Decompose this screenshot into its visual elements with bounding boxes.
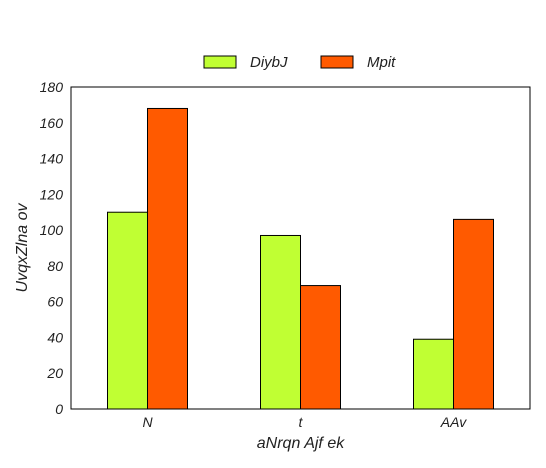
bar-DiybJ-AAv — [413, 338, 454, 410]
bar-DiybJ-N — [107, 211, 148, 410]
y-tick-label: 60 — [47, 294, 63, 310]
legend-swatch-Mpit — [320, 55, 354, 69]
bar-Mpit-N — [147, 107, 188, 410]
y-tick-label: 0 — [55, 401, 63, 417]
y-tick-label: 40 — [47, 329, 63, 345]
x-tick-label: N — [142, 414, 153, 430]
y-tick-label: 80 — [47, 258, 63, 274]
legend-label-DiybJ: DiybJ — [250, 54, 288, 71]
bar-Mpit-t — [300, 285, 341, 410]
plot-area — [70, 86, 531, 410]
legend-label-Mpit: Mpit — [367, 54, 396, 71]
bar-DiybJ-t — [260, 234, 301, 410]
bar-Mpit-AAv — [453, 218, 494, 410]
legend-swatch-DiybJ — [203, 55, 237, 69]
y-tick-label: 120 — [40, 186, 64, 202]
y-tick-label: 160 — [40, 115, 64, 131]
y-axis-ticks: 0 20 40 60 80 100 120 140 160 180 — [40, 79, 64, 417]
y-tick-label: 180 — [40, 79, 64, 95]
x-tick-label: AAv — [440, 414, 467, 430]
x-tick-label: t — [299, 414, 304, 430]
legend: DiybJ Mpit — [203, 54, 396, 71]
y-tick-label: 140 — [40, 151, 64, 167]
y-axis-label: UvqxZlna ov — [14, 203, 31, 293]
y-tick-label: 20 — [46, 365, 63, 381]
plot-frame — [70, 86, 531, 410]
x-axis-label: aNrqn Ajf ek — [257, 435, 345, 452]
y-tick-label: 100 — [40, 222, 64, 238]
